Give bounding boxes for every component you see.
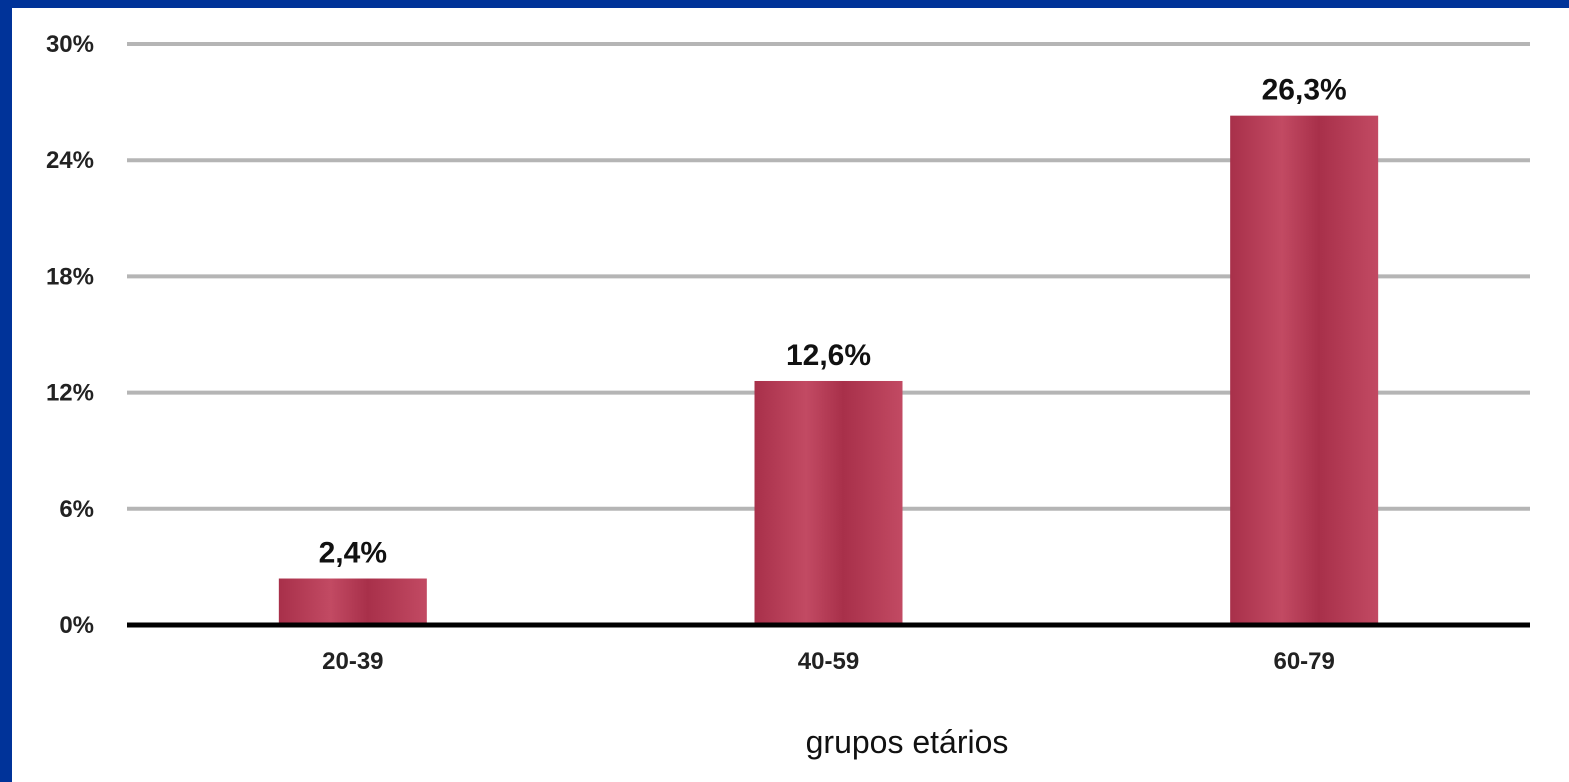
y-tick-label: 30%: [46, 31, 94, 58]
y-axis-ticks: 0% 6% 12% 18% 24% 30%: [46, 31, 94, 639]
x-axis-title: grupos etários: [806, 724, 1009, 760]
bar-60-79: [1230, 115, 1379, 625]
x-axis-ticks: 20-39 40-59 60-79: [322, 648, 1335, 675]
slide-frame: 0% 6% 12% 18% 24% 30% 2,4% 12,6% 26,3% 20-39 40-…: [12, 8, 1569, 782]
bar-value-label: 12,6%: [786, 339, 871, 372]
y-tick-label: 12%: [46, 380, 94, 407]
x-tick-label: 40-59: [798, 648, 859, 675]
bar-20-39: [278, 578, 427, 625]
data-labels: 2,4% 12,6% 26,3%: [319, 74, 1347, 570]
y-tick-label: 0%: [59, 612, 94, 639]
y-tick-label: 6%: [59, 496, 94, 523]
bar-value-label: 26,3%: [1262, 74, 1347, 107]
bar-chart: 0% 6% 12% 18% 24% 30% 2,4% 12,6% 26,3% 20-39 40-…: [46, 31, 1530, 760]
y-tick-label: 18%: [46, 263, 94, 290]
y-tick-label: 24%: [46, 147, 94, 174]
bar-value-label: 2,4%: [319, 537, 387, 570]
bars: [278, 115, 1379, 625]
bar-40-59: [754, 380, 903, 625]
x-tick-label: 60-79: [1273, 648, 1334, 675]
x-tick-label: 20-39: [322, 648, 383, 675]
